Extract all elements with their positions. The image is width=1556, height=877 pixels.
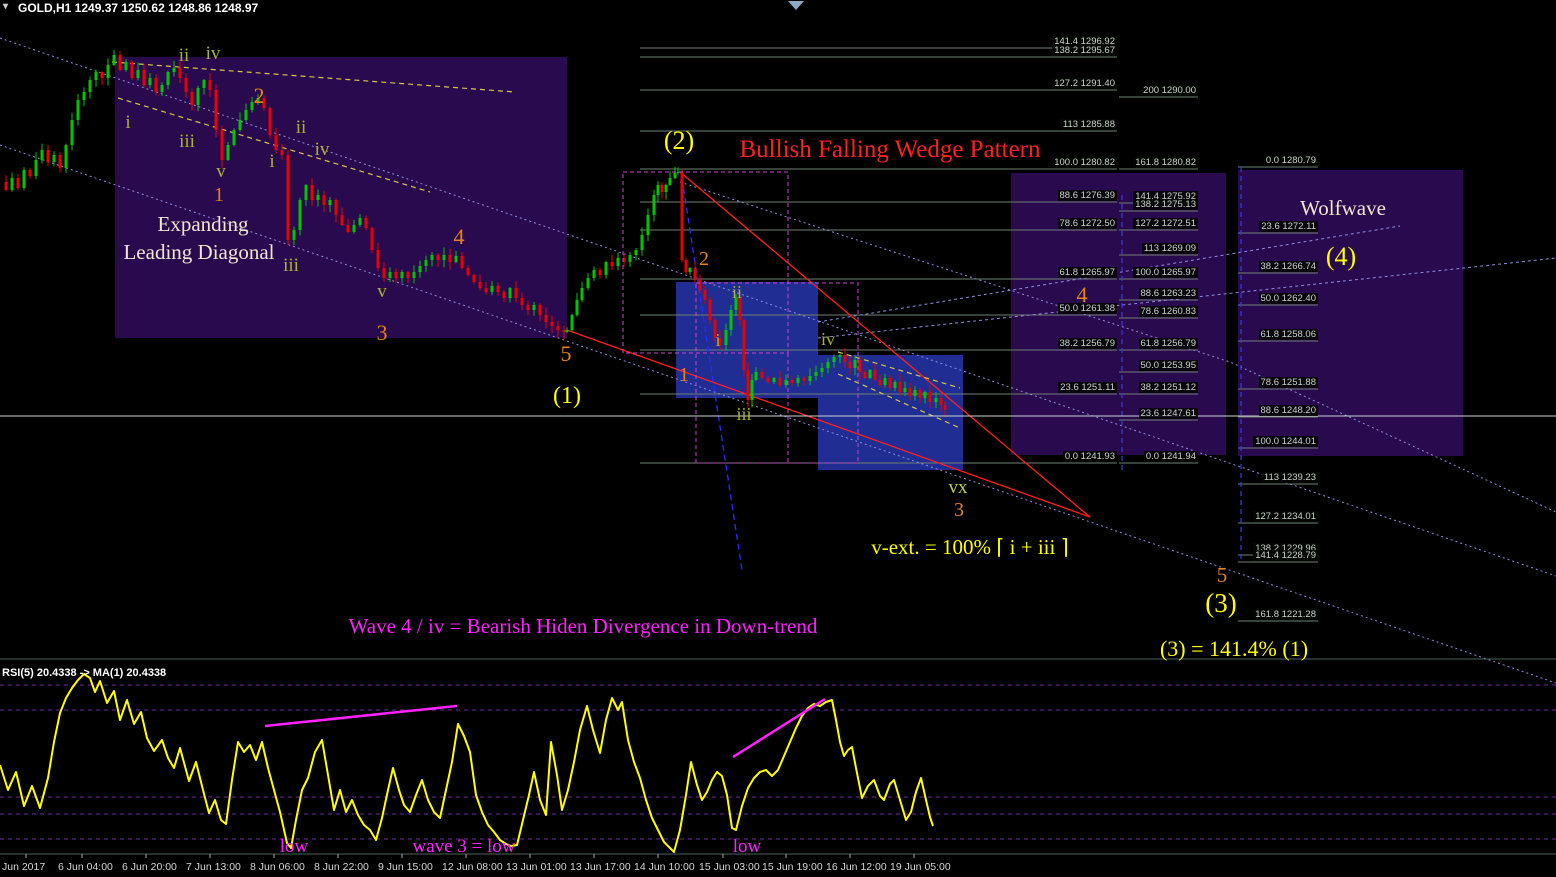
trendline — [837, 351, 961, 389]
expanding-diagonal-zone — [115, 57, 567, 338]
trendline — [679, 171, 1091, 518]
wave-channel-box-2 — [818, 355, 963, 470]
trendline — [111, 61, 516, 93]
rsi-divergence-line — [264, 704, 458, 728]
symbol-ohlc-text: GOLD,H1 1249.37 1250.62 1248.86 1248.97 — [18, 1, 259, 15]
rsi-indicator-label: RSI(5) 20.4338 -> MA(1) 20.4338 — [2, 667, 167, 679]
chevron-down-icon[interactable]: ▾ — [3, 1, 9, 12]
fibo-target-zone — [1011, 173, 1226, 455]
scroll-to-end-icon[interactable] — [788, 1, 804, 10]
trendline — [817, 257, 1556, 339]
wolfwave-zone — [1238, 170, 1463, 456]
trendline — [0, 37, 1556, 577]
pattern-dashed-rect — [695, 282, 859, 464]
rsi-divergence-line — [732, 697, 826, 759]
trendline — [566, 329, 1091, 518]
trendline — [0, 144, 1556, 684]
trendline — [117, 97, 431, 193]
trendline — [681, 177, 743, 571]
chart-title-bar: ▾ GOLD,H1 1249.37 1250.62 1248.86 1248.9… — [0, 0, 1556, 17]
rsi-line — [0, 673, 934, 853]
pattern-dashed-rect — [622, 171, 789, 354]
candles — [4, 49, 947, 417]
